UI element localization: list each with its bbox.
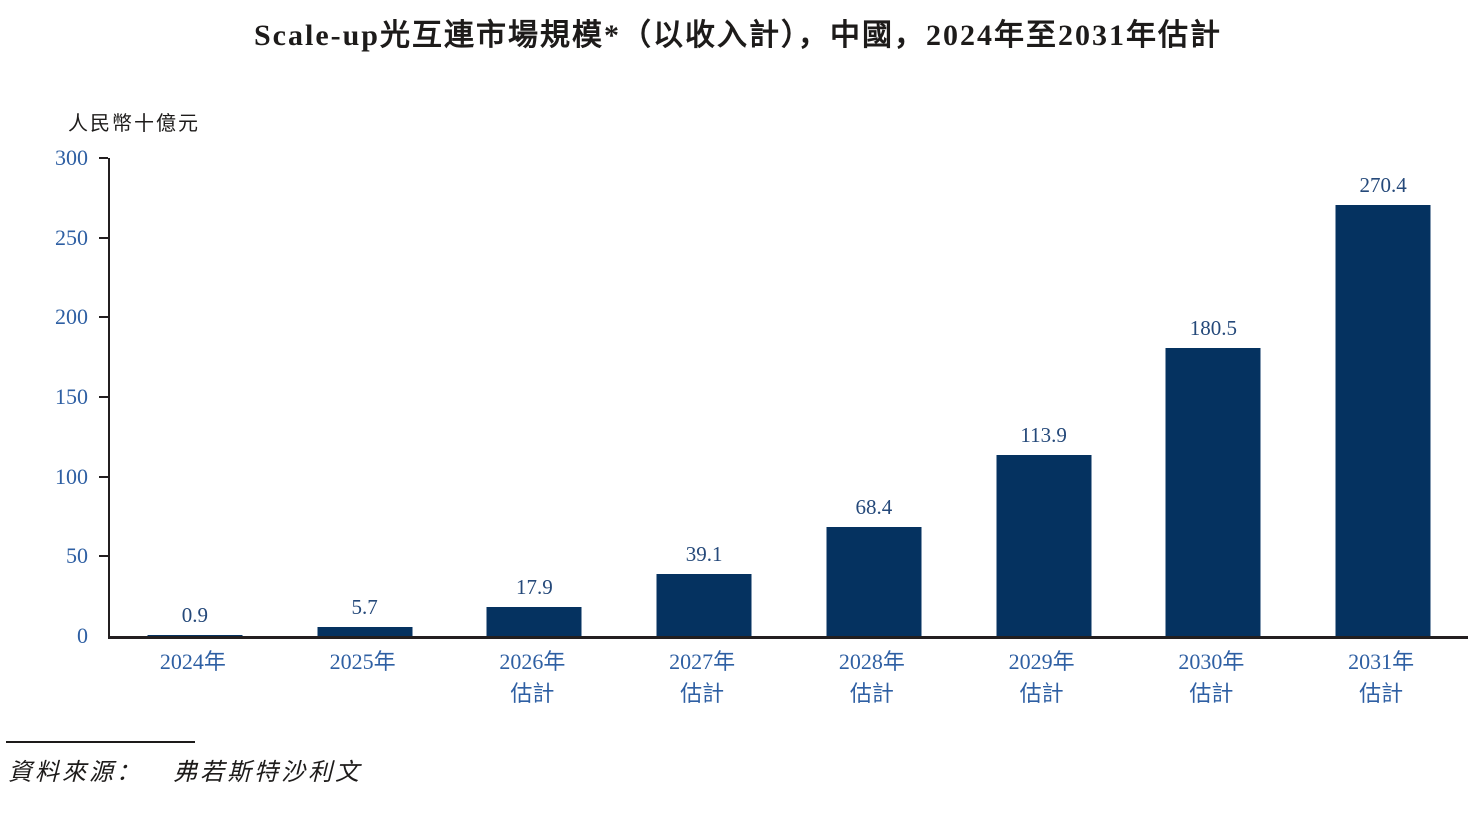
bar [317, 626, 413, 636]
bar-slot: 0.9 [110, 158, 280, 636]
x-tick-label: 2025年 [278, 646, 448, 678]
y-tick-mark [99, 157, 108, 159]
footnote-divider [6, 741, 195, 743]
bar-slot: 5.7 [280, 158, 450, 636]
y-tick-label: 100 [55, 463, 88, 489]
x-tick-label-line: 估計 [1019, 681, 1064, 706]
x-tick-label: 2028年估計 [787, 646, 957, 710]
bar [656, 573, 752, 636]
bar [996, 454, 1092, 636]
x-axis-labels: 2024年 2025年 2026年 估計 2027年 估計 2028年 估計 2029年 估計 20… [108, 646, 1466, 718]
y-tick-label: 250 [55, 224, 88, 250]
y-tick-label: 50 [66, 543, 88, 569]
x-tick-label-line: 2026年 [499, 649, 566, 674]
bar-value-label: 39.1 [685, 541, 723, 566]
y-tick-mark [99, 396, 108, 398]
bar-value-label: 17.9 [516, 575, 553, 600]
y-tick-label: 0 [77, 623, 88, 648]
x-tick-label-line: 2027年 [669, 649, 736, 674]
x-tick-label: 2024年 [108, 646, 278, 678]
bar [486, 607, 582, 636]
bar-value-label: 180.5 [1189, 316, 1237, 341]
bar-slot: 180.5 [1129, 158, 1299, 636]
y-tick-label: 150 [55, 384, 88, 409]
bar [1335, 205, 1431, 636]
plot-area: 0.9 5.7 17.9 39.1 68.4 113.9 180.5 270.4 [99, 157, 1468, 639]
x-tick-label: 2030年估計 [1127, 646, 1297, 710]
x-tick-label-line: 2031年 [1348, 649, 1415, 674]
y-tick-mark [99, 236, 108, 239]
bar-slot: 113.9 [959, 158, 1129, 636]
bar-value-label: 68.4 [855, 495, 893, 520]
bar [1165, 348, 1261, 636]
x-tick-label: 2031年估計 [1296, 646, 1466, 710]
y-axis-tick-labels: 0 50 100 150 200 250 300 [28, 145, 88, 648]
y-tick-mark [99, 475, 108, 478]
x-tick-label-line: 2024年 [159, 649, 226, 674]
y-tick-label: 200 [55, 304, 88, 330]
x-tick-label-line: 估計 [510, 681, 555, 706]
bar-slot: 68.4 [789, 158, 959, 636]
x-tick-label: 2026年估計 [448, 646, 618, 710]
x-tick-label: 2029年估計 [957, 646, 1127, 710]
y-tick-mark [99, 555, 108, 558]
x-tick-label-line: 2030年 [1178, 649, 1245, 674]
bar-value-label: 113.9 [1020, 422, 1067, 447]
source-name: 弗若斯特沙利文 [173, 760, 362, 786]
y-tick-label: 300 [55, 145, 88, 170]
bar-slot: 270.4 [1298, 158, 1468, 636]
x-tick-label-line: 估計 [680, 681, 725, 706]
bar [826, 527, 922, 636]
bar-value-label: 5.7 [351, 594, 378, 619]
x-tick-label-line: 2028年 [838, 649, 905, 674]
bar [147, 634, 243, 636]
x-tick-label: 2027年估計 [617, 646, 787, 710]
y-axis-unit-label: 人民幣十億元 [68, 113, 200, 135]
source-note: 資料來源： 弗若斯特沙利文 [8, 752, 362, 787]
bar-value-label: 0.9 [181, 602, 208, 627]
bar-slot: 39.1 [619, 158, 789, 636]
x-tick-label-line: 估計 [849, 681, 894, 706]
x-tick-label-line: 估計 [1359, 681, 1404, 706]
bar-slot: 17.9 [450, 158, 620, 636]
x-tick-label-line: 2025年 [329, 649, 396, 674]
x-tick-label-line: 2029年 [1008, 649, 1075, 674]
chart-title: Scale-up光互連市場規模*（以收入計），中國，2024年至2031年估計 [253, 19, 1222, 52]
bar-value-label: 270.4 [1359, 173, 1407, 198]
y-tick-mark [99, 316, 108, 319]
source-label: 資料來源： [8, 760, 143, 786]
x-tick-label-line: 估計 [1189, 681, 1234, 706]
